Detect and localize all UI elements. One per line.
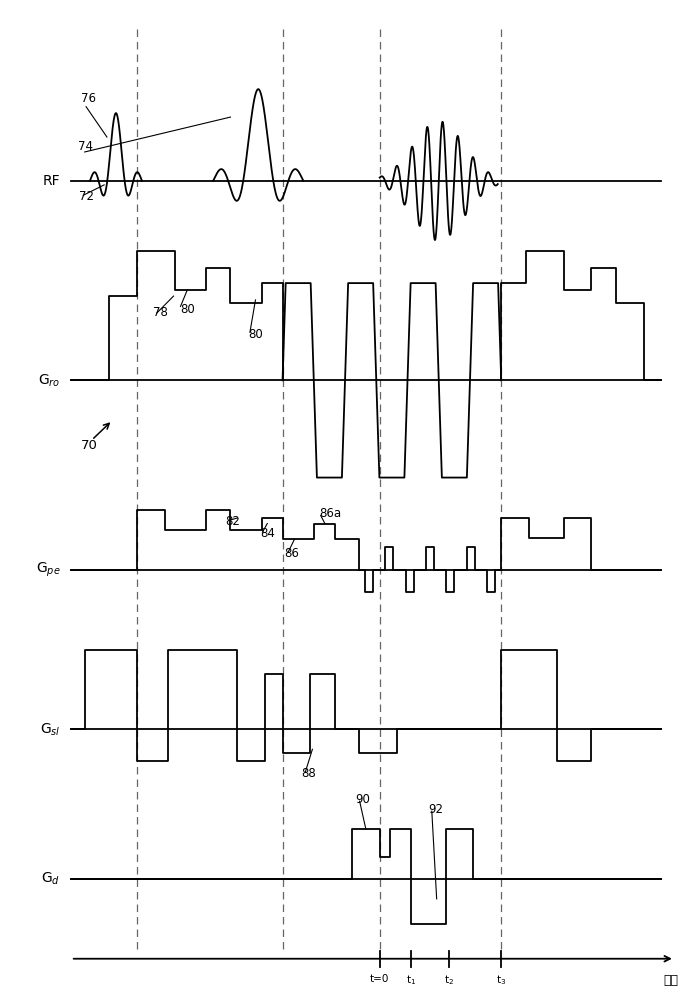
Text: 86a: 86a	[319, 507, 342, 520]
Text: 72: 72	[79, 190, 94, 203]
Text: 90: 90	[355, 793, 370, 806]
Text: 时间: 时间	[664, 974, 679, 987]
Text: t$_3$: t$_3$	[496, 974, 506, 987]
Text: t=0: t=0	[370, 974, 390, 984]
Text: 70: 70	[82, 439, 98, 452]
Text: G$_{sl}$: G$_{sl}$	[40, 721, 61, 738]
Text: G$_{ro}$: G$_{ro}$	[38, 372, 61, 389]
Text: 78: 78	[153, 306, 167, 319]
Text: 74: 74	[78, 140, 93, 153]
Text: 84: 84	[261, 527, 275, 540]
Text: G$_{d}$: G$_{d}$	[41, 871, 61, 887]
Text: G$_{pe}$: G$_{pe}$	[36, 561, 61, 579]
Text: 82: 82	[225, 515, 240, 528]
Text: 88: 88	[301, 767, 316, 780]
Text: 80: 80	[181, 303, 195, 316]
Text: 76: 76	[82, 92, 96, 105]
Text: 80: 80	[248, 328, 263, 341]
Text: 86: 86	[284, 547, 300, 560]
Text: 92: 92	[429, 803, 443, 816]
Text: RF: RF	[43, 174, 61, 188]
Text: t$_2$: t$_2$	[444, 974, 454, 987]
Text: t$_1$: t$_1$	[406, 974, 416, 987]
